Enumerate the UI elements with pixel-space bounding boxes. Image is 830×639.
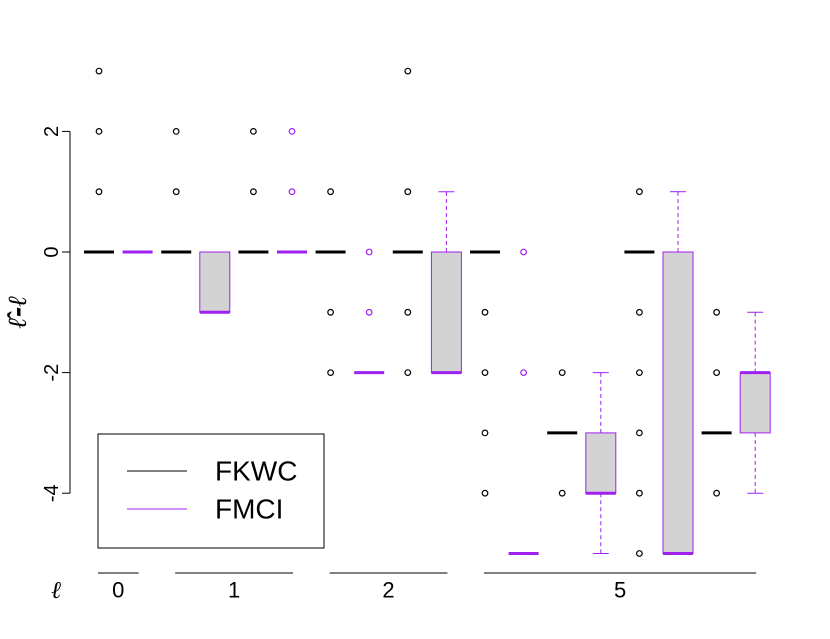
box-3 [161,127,192,254]
box-17 [701,308,732,497]
outlier-point [713,489,720,497]
outlier-point [404,188,412,196]
y-axis-title: ℓ̂-ℓ [3,295,33,328]
box-iqr [739,372,771,434]
box-16 [662,191,694,555]
box-5 [238,127,269,254]
box-10 [430,191,462,375]
box-11 [470,250,500,497]
box-14 [585,372,617,554]
box-9 [392,67,423,377]
outlier-point [481,489,489,497]
outlier-point [365,248,373,256]
outlier-point [327,308,335,316]
group-label-0: 0 [112,578,124,603]
box-7 [315,188,346,377]
legend-box [97,433,325,549]
legend-label: FMCI [215,494,283,525]
outlier-point [404,308,412,316]
box-1 [84,67,114,254]
outlier-point [636,308,643,316]
group-label-5: 5 [614,578,626,603]
y-tick-label: 0 [41,246,63,257]
y-tick-label: 2 [41,126,63,137]
outlier-point [288,127,296,135]
outlier-point [558,369,566,377]
y-tick-label: -2 [41,364,63,382]
outlier-point [481,429,489,437]
group-label-1: 1 [228,578,240,603]
outlier-point [95,127,103,135]
outlier-point [95,67,103,75]
outlier-point [636,369,643,377]
outlier-point [636,550,643,557]
box-4 [199,251,231,314]
outlier-point [636,188,643,196]
box-iqr [430,251,462,374]
box-iqr [585,432,617,494]
group-label-2: 2 [382,578,394,603]
legend: FKWC FMCI [97,433,325,549]
outlier-point [636,429,643,437]
outlier-point [249,127,257,135]
outlier-point [481,369,489,377]
box-iqr [662,251,694,554]
outlier-point [636,489,643,497]
plot-area [84,67,771,557]
outlier-point [404,67,412,75]
outlier-point [249,188,257,196]
y-tick-label: -4 [41,484,63,502]
outlier-point [713,308,720,316]
outlier-point [172,188,180,196]
y-axis: -4 -2 0 2 ℓ̂-ℓ [3,126,71,502]
outlier-point [172,127,180,135]
legend-label: FKWC [215,456,297,487]
box-12 [508,248,539,555]
box-6 [277,127,307,254]
box-18 [739,311,771,494]
box-8 [354,248,385,375]
outlier-point [713,369,720,377]
outlier-point [95,188,103,196]
outlier-point [558,489,566,497]
outlier-point [520,369,527,377]
outlier-point [365,308,373,316]
outlier-point [327,188,335,196]
box-15 [624,188,655,557]
outlier-point [404,369,412,377]
outlier-point [520,248,527,256]
outlier-point [327,369,335,377]
box-iqr [199,251,231,313]
outlier-point [481,308,489,316]
group-axis-prefix: ℓ [51,576,61,604]
outlier-point [288,188,296,196]
box-13 [547,369,578,497]
group-axis: ℓ 0 1 2 5 [51,572,757,604]
